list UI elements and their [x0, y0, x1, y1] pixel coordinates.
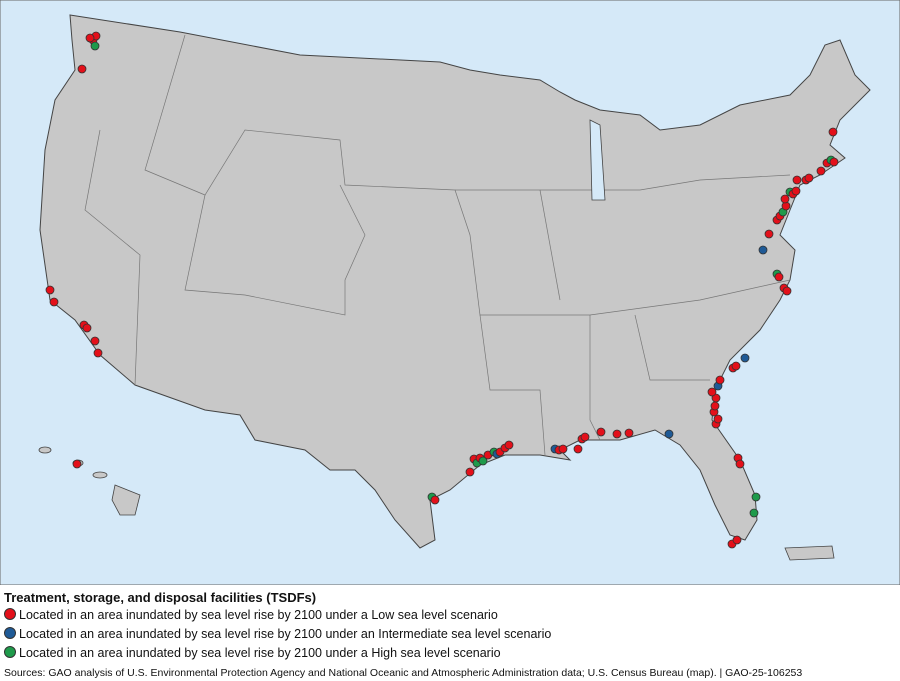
- facility-dot: [710, 401, 720, 411]
- legend-label: Located in an area inundated by sea leve…: [19, 646, 501, 660]
- facility-dot: [72, 459, 82, 469]
- facility-dot: [711, 393, 721, 403]
- legend-item: Located in an area inundated by sea leve…: [4, 608, 498, 622]
- facility-dot: [430, 495, 440, 505]
- hawaii: [38, 446, 141, 516]
- facility-dot: [804, 173, 814, 183]
- facility-dots: [45, 31, 839, 549]
- facility-dot: [465, 467, 475, 477]
- legend-swatch: [4, 646, 16, 658]
- facility-dot: [751, 492, 761, 502]
- facility-dot: [735, 459, 745, 469]
- legend-swatch: [4, 627, 16, 639]
- facility-dot: [49, 297, 59, 307]
- facility-dot: [715, 375, 725, 385]
- facility-dot: [90, 336, 100, 346]
- facility-dot: [612, 429, 622, 439]
- legend-item: Located in an area inundated by sea leve…: [4, 627, 551, 641]
- facility-dot: [782, 286, 792, 296]
- facility-dot: [558, 444, 568, 454]
- facility-dot: [829, 157, 839, 167]
- lake-michigan: [589, 119, 606, 201]
- legend-swatch: [4, 608, 16, 620]
- facility-dot: [764, 229, 774, 239]
- facility-dot: [774, 272, 784, 282]
- facility-dot: [573, 444, 583, 454]
- facility-dot: [45, 285, 55, 295]
- map: [0, 0, 900, 585]
- legend-item: Located in an area inundated by sea leve…: [4, 646, 501, 660]
- facility-dot: [90, 41, 100, 51]
- state-lines: [84, 34, 791, 456]
- facility-dot: [828, 127, 838, 137]
- legend-title: Treatment, storage, and disposal facilit…: [4, 590, 317, 605]
- facility-dot: [792, 175, 802, 185]
- facility-dot: [816, 166, 826, 176]
- legend-label: Located in an area inundated by sea leve…: [19, 608, 498, 622]
- facility-dot: [580, 432, 590, 442]
- facility-dot: [85, 33, 95, 43]
- facility-dot: [664, 429, 674, 439]
- facility-dot: [740, 353, 750, 363]
- facility-dot: [791, 186, 801, 196]
- source-note: Sources: GAO analysis of U.S. Environmen…: [4, 667, 803, 679]
- facility-dot: [596, 427, 606, 437]
- facility-dot: [732, 535, 742, 545]
- facility-dot: [713, 414, 723, 424]
- facility-dot: [758, 245, 768, 255]
- facility-dot: [780, 194, 790, 204]
- facility-dot: [77, 64, 87, 74]
- facility-dot: [731, 361, 741, 371]
- facility-dot: [504, 440, 514, 450]
- puerto-rico: [784, 545, 835, 561]
- facility-dot: [749, 508, 759, 518]
- facility-dot: [707, 387, 717, 397]
- facility-dot: [624, 428, 634, 438]
- facility-dot: [82, 323, 92, 333]
- legend-label: Located in an area inundated by sea leve…: [19, 627, 552, 641]
- facility-dot: [93, 348, 103, 358]
- facility-dot: [478, 456, 488, 466]
- us-mainland: [39, 14, 871, 549]
